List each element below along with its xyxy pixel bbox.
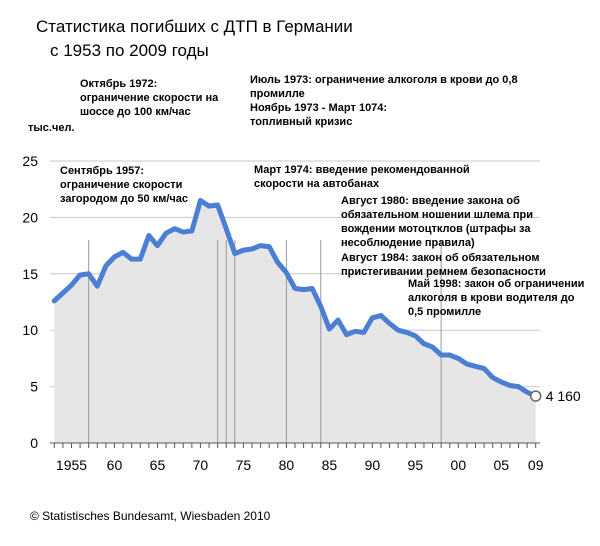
annotation-line-text: обязательном ношении шлема при [341, 209, 534, 221]
annotation-1974: Март 1974: введение рекомендованной скоро… [254, 163, 470, 191]
y-tick-label: 15 [22, 266, 38, 282]
annotation-line-text: ограничение скорости на [80, 92, 219, 104]
annotation-1998: Май 1998: закон об ограничении алкоголя в… [408, 277, 584, 319]
y-tick-label: 10 [22, 322, 38, 338]
x-tick-label: 60 [107, 457, 123, 473]
end-point-marker [529, 390, 542, 402]
annotation-line-text: ограничение скорости [60, 179, 183, 191]
annotation-line-text: Август 1984: закон об обязательном [341, 252, 540, 264]
annotation-line-text: Ноябрь 1973 - Март 1074: [250, 102, 388, 114]
x-tick-label: 05 [494, 457, 510, 473]
annotation-1973: Июль 1973: ограничение алкоголя в крови … [250, 73, 518, 129]
annotation-line-text: вождении мотоцтклов (штрафы за [341, 223, 531, 235]
y-tick-label: 0 [30, 435, 38, 451]
x-tick-label: 90 [365, 457, 381, 473]
annotation-line-text: несоблюдение правила) [341, 237, 475, 249]
y-tick-label: 5 [30, 379, 38, 395]
x-tick-label: 1955 [56, 457, 87, 473]
annotation-line-text: скорости на автобанах [254, 178, 380, 190]
x-tick-label: 09 [528, 457, 544, 473]
annotation-line-text: алкоголя в крови водителя до [408, 292, 575, 304]
annotation-line-text: шоссе до 100 км/час [80, 106, 191, 118]
annotation-1980: Август 1980: введение закона об обязатель… [341, 194, 533, 250]
source-credit: © Statistisches Bundesamt, Wiesbaden 201… [30, 509, 271, 523]
annotation-line-text: загородом до 50 км/час [60, 193, 189, 205]
annotation-line-text: топливный кризис [250, 116, 353, 128]
annotation-line-text: Май 1998: закон об ограничении [408, 278, 585, 290]
annotation-line-text: промилле [250, 88, 305, 100]
annotation-line-text: Октябрь 1972: [80, 78, 158, 90]
annotation-line-text: Июль 1973: ограничение алкоголя в крови … [250, 74, 518, 86]
annotation-line-text: Март 1974: введение рекомендованной [254, 164, 470, 176]
annotation-line-text: Сентябрь 1957: [60, 165, 144, 177]
x-tick-label: 95 [408, 457, 424, 473]
area-layer [54, 200, 536, 443]
x-tick-label: 80 [279, 457, 295, 473]
annotation-line-text: пристегивании ремнем безопасности [341, 266, 546, 278]
chart-title-line1: Статистика погибших с ДТП в Германии [36, 17, 353, 36]
end-value-label: 4 160 [546, 388, 581, 404]
y-axis-label: тыс.чел. [28, 122, 75, 134]
annotation-1957: Сентябрь 1957: ограничение скорости загоро… [60, 164, 188, 206]
annotation-line-text: Август 1980: введение закона об [341, 195, 520, 207]
x-tick-label: 65 [150, 457, 166, 473]
y-tick-label: 25 [22, 153, 38, 169]
series-line [51, 197, 539, 399]
x-tick-label: 85 [322, 457, 338, 473]
x-tick-label: 75 [236, 457, 252, 473]
series-line-layer: 4 160 [51, 197, 581, 404]
y-tick-label: 20 [22, 209, 38, 225]
area-fill [54, 200, 536, 443]
chart-title-line2: с 1953 по 2009 годы [50, 41, 209, 60]
x-tick-label: 00 [451, 457, 467, 473]
annotation-line-text: 0,5 промилле [408, 306, 482, 318]
annotation-1984: Август 1984: закон об обязательном присте… [341, 251, 546, 279]
x-tick-label: 70 [193, 457, 209, 473]
annotation-1972: Октябрь 1972: ограничение скорости на шосс… [80, 77, 218, 119]
annotation-lines-layer [88, 240, 442, 443]
